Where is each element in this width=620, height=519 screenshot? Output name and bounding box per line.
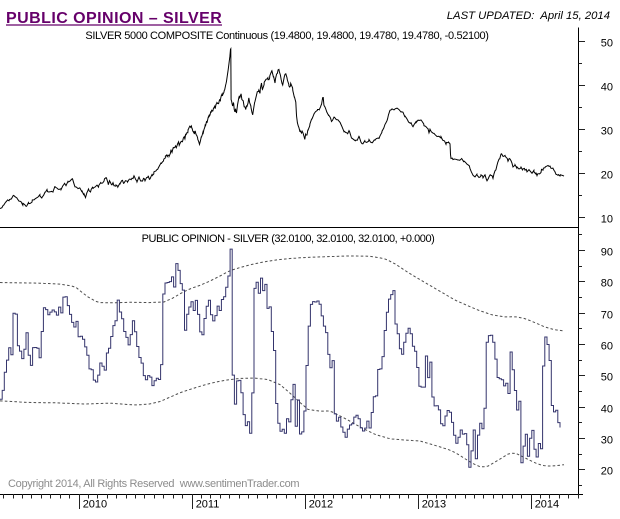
svg-text:50: 50 [601, 372, 613, 384]
svg-text:2010: 2010 [83, 499, 107, 511]
svg-text:SILVER 5000 COMPOSITE Continuo: SILVER 5000 COMPOSITE Continuous (19.480… [85, 30, 488, 42]
svg-text:30: 30 [601, 126, 613, 138]
svg-text:20: 20 [601, 466, 613, 478]
svg-text:70: 70 [601, 310, 613, 322]
svg-text:40: 40 [601, 404, 613, 416]
svg-text:PUBLIC OPINION – SILVER: PUBLIC OPINION – SILVER [6, 10, 222, 27]
svg-text:LAST UPDATED: April 15, 2014: LAST UPDATED: April 15, 2014 [447, 10, 610, 22]
svg-text:PUBLIC OPINION - SILVER (32.01: PUBLIC OPINION - SILVER (32.0100, 32.010… [142, 233, 435, 245]
svg-text:40: 40 [601, 82, 613, 94]
svg-text:10: 10 [601, 214, 613, 226]
svg-text:2012: 2012 [309, 499, 333, 511]
svg-text:80: 80 [601, 278, 613, 290]
svg-text:90: 90 [601, 247, 613, 259]
svg-text:50: 50 [601, 38, 613, 50]
svg-text:Copyright 2014, All Rights Res: Copyright 2014, All Rights Reserved www.… [8, 478, 299, 490]
svg-text:20: 20 [601, 170, 613, 182]
svg-text:2011: 2011 [196, 499, 220, 511]
svg-text:2014: 2014 [535, 499, 559, 511]
svg-text:60: 60 [601, 341, 613, 353]
svg-text:2013: 2013 [422, 499, 446, 511]
svg-text:30: 30 [601, 435, 613, 447]
